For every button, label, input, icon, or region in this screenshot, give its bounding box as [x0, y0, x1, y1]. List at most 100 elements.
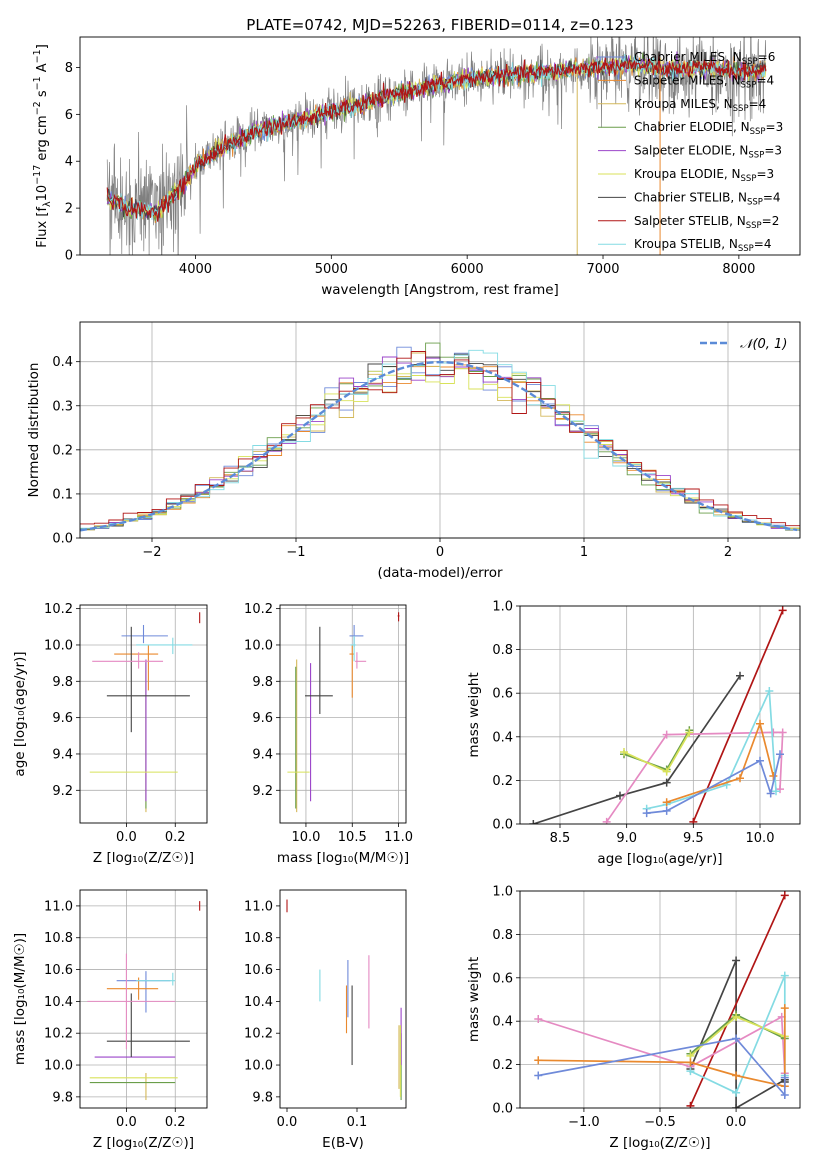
spectrum-legend-label: Chabrier ELODIE, NSSP=3 [634, 120, 783, 137]
spectrum-legend-sub: SSP [741, 80, 757, 90]
weight-vs-age-marker [602, 817, 611, 824]
age-vs-mass-plot-area [287, 612, 400, 813]
weight-vs-age-marker [769, 728, 778, 737]
spectrum-title: PLATE=0742, MJD=52263, FIBERID=0114, z=0… [246, 16, 633, 34]
age-vs-mass-xtick-label: 11.0 [384, 830, 413, 845]
residuals-xtick-label: 2 [724, 545, 732, 560]
mass-vs-ebv-ytick-label: 10.8 [244, 931, 273, 946]
weight-vs-age-marker [662, 806, 671, 815]
spectrum-ylabel-part: λ [42, 201, 53, 207]
weight-vs-Z-marker [732, 1088, 741, 1097]
spectrum-legend-name: Salpeter MILES, N [634, 73, 741, 87]
spectrum-ytick-label: 0 [65, 249, 73, 264]
residuals-normal-curve [80, 360, 798, 532]
weight-vs-age-marker [756, 756, 764, 765]
residuals-ytick-label: 0.4 [52, 355, 73, 370]
weight-vs-age-marker [756, 719, 764, 728]
mass-vs-ebv-xlabel: E(B-V) [322, 1135, 364, 1151]
age-vs-Z-ytick-label: 9.8 [52, 675, 73, 690]
mass-vs-ebv-axes: 0.0 0.1 9.8 10.0 10.2 10.4 10.6 10.8 11.0 [244, 899, 367, 1130]
weight-vs-Z-ytick-label: 0.4 [492, 1015, 513, 1030]
weight-vs-age-marker [685, 728, 694, 737]
spectrum-ylabel-part: erg cm [35, 115, 50, 164]
weight-vs-age-marker [662, 730, 671, 739]
weight-vs-age-marker [778, 606, 787, 615]
age-vs-mass-ytick-label: 10.0 [244, 638, 273, 653]
weight-vs-Z-series-line [538, 1037, 786, 1098]
weight-vs-Z-ytick-label: 0.6 [492, 971, 513, 986]
weight-vs-Z-xtick-label: −0.5 [644, 1115, 676, 1130]
weight-vs-Z-marker [780, 891, 789, 900]
spectrum-observed-data [106, 37, 767, 255]
weight-vs-age-marker [662, 778, 671, 787]
weight-vs-age-marker [662, 767, 671, 776]
weight-vs-age-marker [736, 671, 744, 680]
spectrum-ylabel: Flux [fλ10−17 erg cm−2 s−1 A−1] [32, 44, 53, 248]
spectrum-ytick-label: 6 [65, 108, 73, 123]
weight-vs-age-xlabel: age [log₁₀(age/yr)] [597, 851, 722, 867]
weight-vs-Z-xlabel: Z [log₁₀(Z/Z☉)] [609, 1135, 710, 1151]
weight-vs-age-ytick-label: 0.0 [492, 818, 513, 833]
age-vs-mass-ytick-label: 9.8 [252, 675, 273, 690]
mass-vs-Z-xlabel: Z [log₁₀(Z/Z☉)] [93, 1135, 194, 1151]
spectrum-legend-sub: SSP [733, 104, 749, 114]
mass-vs-Z-xtick-label: 0.0 [116, 1115, 137, 1130]
spectrum-legend-sub: SSP [738, 244, 754, 254]
mass-vs-ebv-plot-area [286, 899, 402, 1101]
spectrum-ylabel-part: −1 [32, 49, 43, 63]
mass-vs-ebv-ytick-label: 10.2 [244, 1027, 273, 1042]
weight-vs-Z-marker [732, 1034, 741, 1043]
age-vs-mass-axes: 10.0 10.5 11.0 9.2 9.4 9.6 9.8 10.0 10.2 [244, 602, 413, 845]
mass-vs-ebv-frame [279, 889, 407, 1109]
weight-vs-age-marker [736, 774, 744, 783]
spectrum-axes: 4000 5000 6000 7000 8000 0 2 4 6 8 [65, 61, 756, 277]
spectrum-legend-label: Kroupa MILES, NSSP=4 [634, 97, 766, 114]
weight-vs-Z-marker [732, 1104, 741, 1108]
age-vs-Z-xtick-label: 0.2 [165, 830, 186, 845]
weight-vs-age-marker [529, 820, 538, 824]
spectrum-ylabel-part: 10 [35, 185, 50, 202]
weight-vs-Z-marker [780, 1073, 789, 1082]
mass-vs-Z-ytick-label: 10.0 [44, 1059, 73, 1074]
spectrum-legend-label: Chabrier MILES, NSSP=6 [634, 50, 775, 67]
spectrum-legend-count: =4 [749, 97, 767, 111]
spectrum-xtick-label: 7000 [586, 262, 619, 277]
mass-vs-Z-frame [79, 889, 208, 1109]
weight-vs-age-marker [766, 789, 775, 798]
weight-vs-age-marker [662, 798, 671, 807]
mass-vs-Z-axes: 0.0 0.2 9.8 10.0 10.2 10.4 10.6 10.8 11.0 [44, 890, 207, 1130]
spectrum-legend-name: Salpeter STELIB, N [634, 214, 746, 228]
weight-vs-Z-marker [732, 956, 741, 965]
residuals-legend: 𝒩(0, 1) [700, 337, 787, 352]
mass-vs-Z-ytick-label: 10.8 [44, 931, 73, 946]
weight-vs-Z-xtick-label: −1.0 [568, 1115, 600, 1130]
spectrum-legend-count: =2 [762, 214, 780, 228]
mass-vs-Z-ytick-label: 10.4 [44, 995, 73, 1010]
residuals-ytick-label: 0.2 [52, 443, 73, 458]
mass-vs-ebv-xtick-label: 0.1 [347, 1115, 368, 1130]
spectrum-legend-label: Salpeter ELODIE, NSSP=3 [634, 144, 782, 161]
weight-vs-age-marker [778, 728, 787, 737]
spectrum-legend-name: Kroupa MILES, N [634, 97, 733, 111]
weight-vs-Z-marker [534, 1015, 543, 1024]
residuals-hist-kroupa-stelib [80, 349, 800, 532]
mass-vs-ebv-ytick-label: 10.6 [244, 963, 273, 978]
weight-vs-age-marker [689, 817, 698, 824]
weight-vs-age-series-line [533, 675, 741, 824]
weight-vs-Z-ytick-label: 0.0 [492, 1102, 513, 1117]
age-vs-mass-ytick-label: 9.6 [252, 711, 273, 726]
spectrum-legend-name: Chabrier ELODIE, N [634, 120, 750, 134]
weight-vs-Z-marker [686, 1058, 695, 1067]
weight-vs-Z-marker [732, 1012, 741, 1021]
weight-vs-Z-marker [686, 1101, 695, 1108]
spectrum-legend-label: Kroupa STELIB, NSSP=4 [634, 237, 772, 254]
spectrum-legend-count: =4 [754, 237, 772, 251]
spectrum-legend-count: =3 [766, 120, 784, 134]
age-vs-mass-ytick-label: 10.2 [244, 602, 273, 617]
weight-vs-Z-series-line [689, 894, 786, 1107]
spectrum-legend-name: Chabrier STELIB, N [634, 190, 747, 204]
age-vs-Z-ytick-label: 9.2 [52, 784, 73, 799]
spectrum-legend-count: =3 [756, 167, 774, 181]
weight-vs-age-ytick-label: 0.8 [492, 643, 513, 658]
